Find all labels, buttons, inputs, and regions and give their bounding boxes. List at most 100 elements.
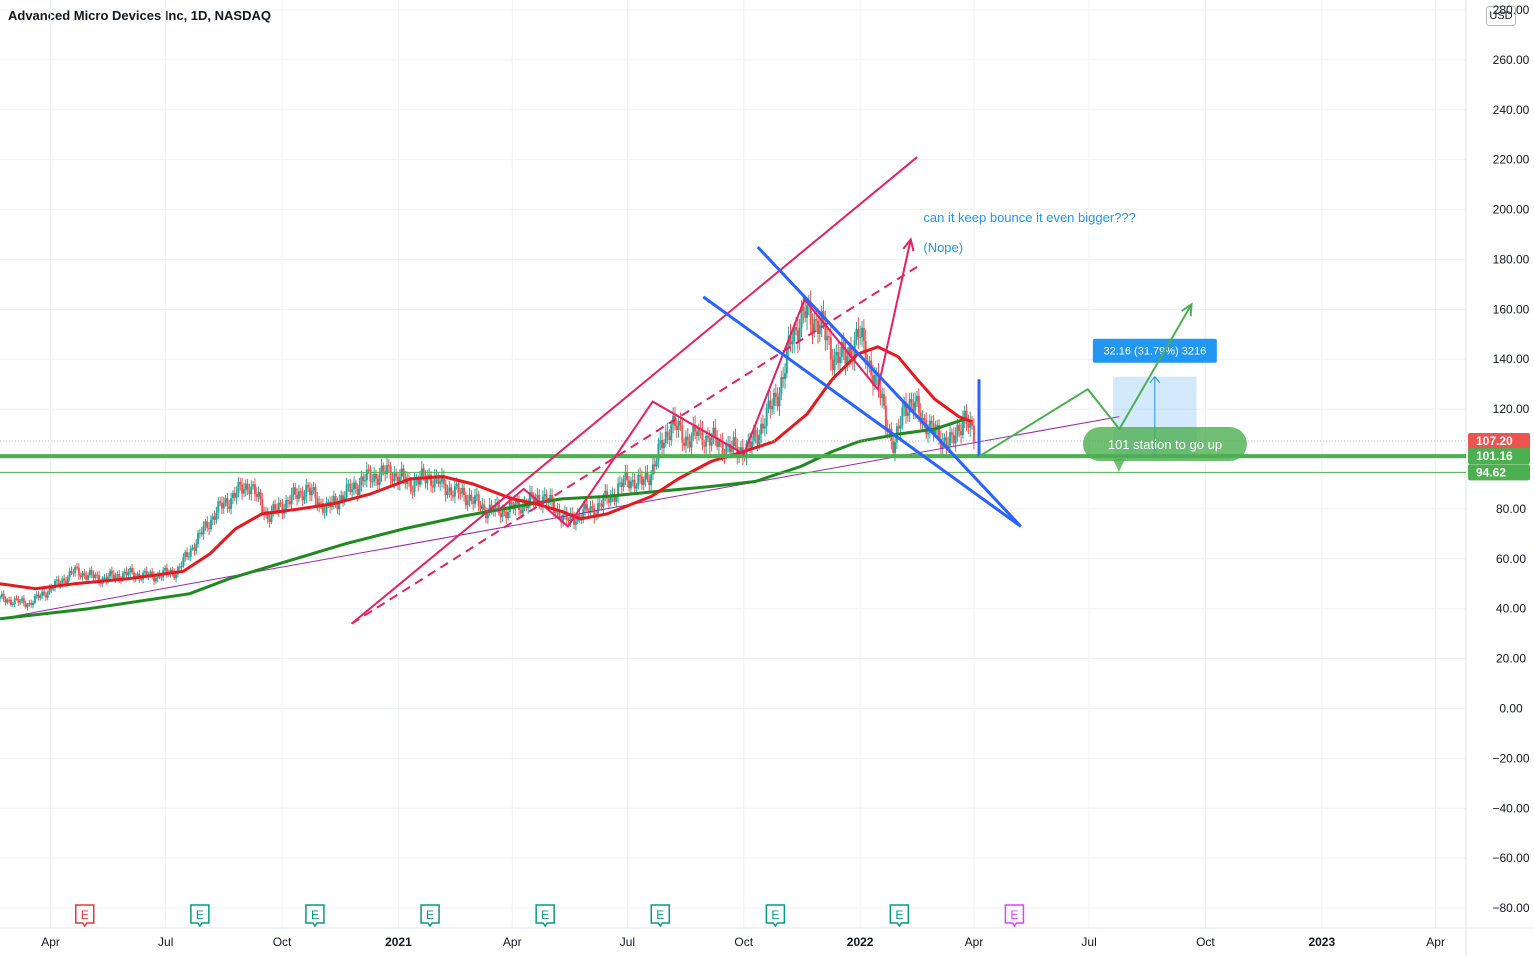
candle-body: [499, 513, 502, 518]
candle-body: [938, 425, 941, 439]
price-tick-label: 180.00: [1493, 252, 1530, 266]
candle-body: [453, 485, 456, 497]
candle-body: [127, 572, 130, 576]
candle-body: [312, 487, 315, 491]
candle-body: [204, 521, 207, 527]
candle-body: [250, 486, 253, 495]
candle-body: [714, 427, 717, 438]
candle-body: [818, 324, 821, 335]
candle-body: [800, 306, 803, 328]
candle-body: [132, 572, 135, 579]
candle-body: [233, 493, 236, 498]
candle-body: [519, 510, 522, 514]
candle-body: [760, 423, 763, 435]
candle-body: [395, 473, 398, 477]
candle-body: [664, 431, 667, 443]
earnings-marker-label: E: [311, 908, 319, 922]
candle-body: [180, 565, 183, 567]
candle-body: [215, 512, 218, 520]
candle-body: [730, 446, 733, 453]
fast-moving-average: [0, 345, 972, 591]
candle-body: [961, 419, 964, 436]
candle-body: [644, 472, 647, 480]
candle-body: [789, 335, 792, 345]
candle-body: [369, 469, 372, 482]
candle-body: [530, 492, 533, 496]
candle-body: [72, 572, 75, 574]
candle-body: [804, 311, 807, 318]
slow-moving-average: [0, 417, 966, 621]
candle-body: [967, 423, 970, 428]
candle-body: [68, 570, 71, 578]
candle-body: [551, 494, 554, 501]
candle-body: [617, 483, 620, 497]
candle-body: [881, 393, 884, 399]
channel-upper-line: [350, 156, 918, 625]
candle-body: [241, 484, 244, 494]
candle-body: [255, 494, 258, 497]
candle-body: [497, 502, 500, 514]
candle-body: [224, 498, 227, 503]
candle-body: [873, 375, 876, 386]
candle-body: [160, 576, 163, 578]
candle-body: [110, 570, 113, 575]
candle-body: [149, 571, 152, 576]
earnings-marker: [190, 904, 210, 928]
candle-body: [193, 547, 196, 551]
candle-body: [573, 515, 576, 525]
candle-body: [928, 420, 931, 433]
candle-body: [894, 442, 897, 454]
currency-button[interactable]: USD: [1486, 6, 1516, 26]
candle-body: [470, 494, 473, 501]
candle-body: [90, 570, 93, 575]
candle-body: [872, 375, 875, 386]
candle-body: [776, 397, 779, 407]
candle-body: [151, 571, 154, 576]
candle-body: [828, 336, 831, 338]
price-tick-label: 160.00: [1493, 302, 1530, 316]
candle-body: [187, 556, 190, 558]
time-tick-label: Jul: [158, 935, 173, 949]
candle-body: [705, 435, 708, 447]
candle-body: [461, 487, 464, 494]
candle-body: [409, 479, 412, 492]
candle-body: [501, 510, 504, 518]
candle-body: [226, 498, 229, 507]
candle-body: [70, 570, 73, 573]
candle-body: [307, 484, 310, 488]
candle-body: [721, 441, 724, 455]
candle-body: [200, 532, 203, 535]
candle-body: [673, 415, 676, 426]
candle-body: [861, 327, 864, 337]
candle-body: [96, 574, 99, 576]
candle-body: [272, 504, 275, 512]
candle-body: [281, 504, 284, 514]
candle-body: [831, 359, 834, 370]
candle-body: [505, 511, 508, 519]
candle-body: [442, 475, 445, 485]
candle-body: [826, 336, 829, 341]
candle-body: [923, 417, 926, 421]
candle-body: [558, 509, 561, 518]
candle-body: [446, 491, 449, 496]
candle-body: [294, 487, 297, 495]
earnings-marker-label: E: [81, 908, 89, 922]
candle-body: [15, 598, 18, 600]
candle-body: [695, 431, 698, 437]
candle-body: [805, 305, 808, 318]
candle-body: [457, 483, 460, 494]
candle-body: [474, 495, 477, 504]
candle-body: [136, 573, 139, 576]
candle-body: [455, 483, 458, 486]
candle-body: [503, 510, 506, 512]
candle-body: [629, 481, 632, 489]
candle-body: [321, 503, 324, 513]
candle-body: [593, 508, 596, 518]
candle-body: [235, 493, 238, 498]
earnings-marker-label: E: [1010, 908, 1018, 922]
candle-body: [954, 435, 957, 444]
candle-body: [585, 503, 588, 511]
candle-body: [628, 480, 631, 489]
candle-body: [198, 532, 201, 534]
